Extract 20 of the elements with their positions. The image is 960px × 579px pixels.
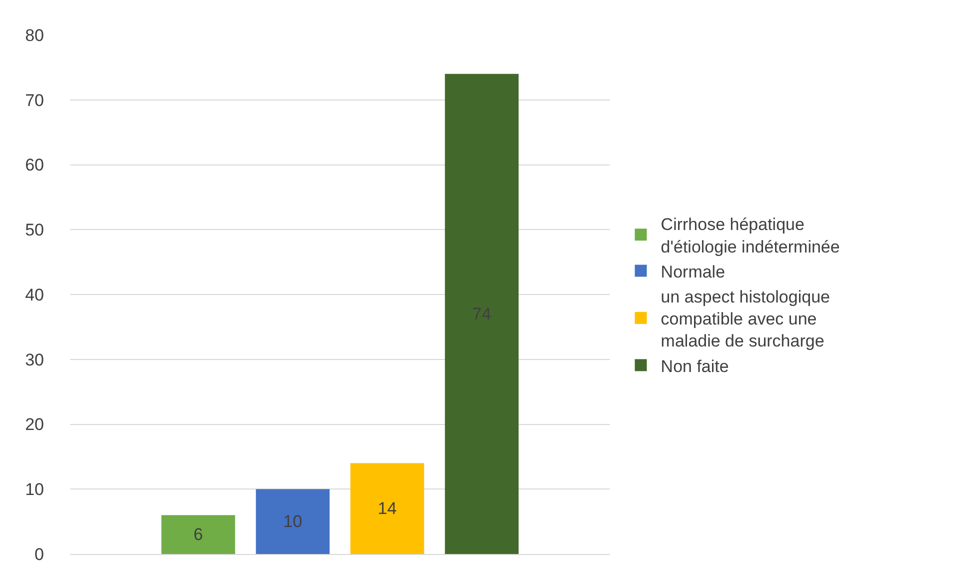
y-tick-label: 30 <box>25 350 44 370</box>
data-label: 14 <box>378 499 397 518</box>
y-tick-label: 80 <box>25 26 44 45</box>
y-tick-label: 20 <box>25 415 44 434</box>
legend-label: Normale <box>660 262 726 282</box>
y-tick-label: 10 <box>25 480 44 500</box>
y-tick-label: 40 <box>25 285 44 304</box>
y-tick-label: 70 <box>25 90 44 110</box>
bar <box>256 489 330 554</box>
bar <box>350 463 424 554</box>
data-label: 10 <box>283 512 302 532</box>
legend-label: Cirrhose hépatique d'étiologie indéterminée <box>660 215 840 256</box>
bar <box>444 74 519 554</box>
y-tick-label: 50 <box>25 220 44 240</box>
legend-label: Non faite <box>660 356 729 376</box>
data-label: 6 <box>194 525 203 544</box>
y-tick-label: 0 <box>34 544 44 564</box>
bar <box>161 515 236 554</box>
legend-label: un aspect histologique compatible avec une maladie de surcharge <box>660 287 830 351</box>
y-tick-label: 60 <box>25 156 44 175</box>
